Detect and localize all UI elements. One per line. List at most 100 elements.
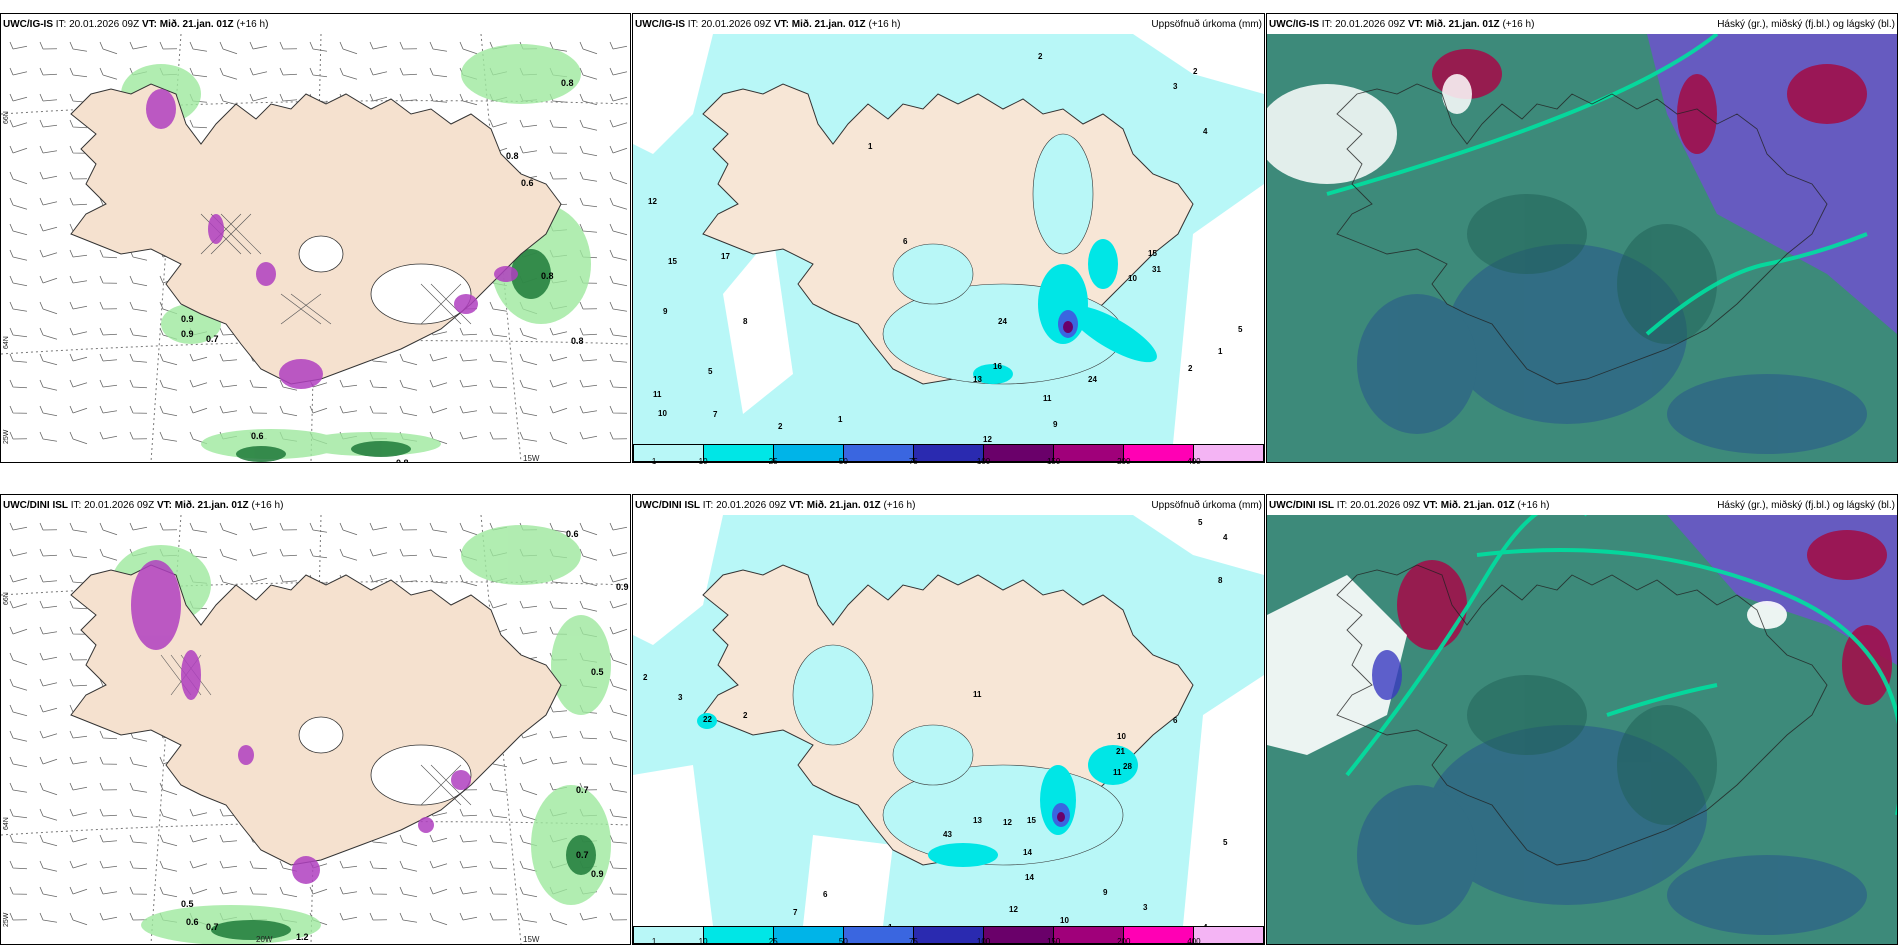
- iceland-outline: [1336, 564, 1828, 866]
- wind-map-svg: 0.60.90.50.70.70.90.50.6 0.71.2: [1, 515, 630, 944]
- wind-barb: [399, 353, 418, 366]
- value-label: 15: [1148, 249, 1157, 258]
- legend-tick-label: 1: [651, 937, 657, 946]
- value-label: 0.7: [576, 785, 589, 795]
- wind-barb: [99, 548, 118, 561]
- wind-barb: [129, 301, 148, 312]
- wind-barb: [99, 782, 118, 791]
- wind-barb: [279, 522, 298, 531]
- wind-barb: [39, 223, 58, 232]
- wind-barb: [459, 431, 478, 440]
- wind-barb: [9, 405, 28, 414]
- value-label: 0.7: [576, 850, 589, 860]
- wind-barb: [489, 782, 508, 793]
- contour-values: 0.60.90.50.70.70.90.50.6 0.71.2: [181, 529, 629, 942]
- wind-barb: [39, 93, 58, 102]
- wind-barb: [69, 678, 88, 687]
- wind-barb: [489, 431, 508, 440]
- wind-barb: [519, 353, 538, 366]
- model-source: UWC/IG-IS: [635, 19, 685, 30]
- wind-barb: [489, 912, 508, 921]
- wind-barb: [9, 301, 28, 312]
- wind-barb: [69, 353, 88, 362]
- wind-barb: [159, 431, 178, 442]
- wind-barb: [69, 119, 88, 129]
- wind-map-svg: 0.8 0.8 0.6 0.8 0.9 0.9 0.7 0.8 0.8 0.6: [1, 34, 630, 462]
- wind-barb: [549, 145, 568, 154]
- wind-barb: [189, 119, 208, 129]
- wind-barb: [249, 67, 268, 76]
- value-label: 0.7: [206, 334, 219, 344]
- value-label: 15: [1027, 816, 1036, 825]
- legend-swatch: [1194, 445, 1263, 461]
- wind-barb: [339, 379, 358, 388]
- legend-swatch: [704, 927, 774, 943]
- wind-barb: [279, 93, 298, 102]
- wind-barb: [99, 301, 118, 310]
- value-label: 1: [868, 142, 873, 151]
- wind-barb: [39, 912, 58, 923]
- wind-barb: [9, 93, 28, 102]
- wind-barb: [129, 431, 148, 440]
- wind-barb: [459, 912, 478, 921]
- wind-barb: [489, 860, 508, 870]
- panel-header: UWC/IG-IS IT: 20.01.2026 09Z VT: Mið. 21…: [635, 19, 900, 30]
- wind-barb: [189, 67, 208, 78]
- legend-swatch: [844, 445, 914, 461]
- wind-barb: [189, 522, 208, 533]
- wind-barb: [609, 912, 628, 921]
- value-label: 0.9: [181, 329, 194, 339]
- wind-barb: [9, 886, 28, 895]
- wind-barb: [129, 275, 148, 287]
- cloud-map: [1267, 515, 1897, 944]
- wind-barb: [549, 353, 568, 362]
- wind-barb: [189, 808, 208, 817]
- wind-barb: [519, 912, 538, 923]
- wind-barb: [159, 782, 178, 796]
- value-label: 7: [793, 908, 798, 917]
- wind-barb: [99, 275, 118, 284]
- init-time: IT: 20.01.2026 09Z: [1321, 19, 1406, 30]
- wind-barb: [519, 327, 538, 340]
- wind-barb: [39, 574, 58, 583]
- wind-barb: [249, 41, 268, 50]
- precip-cores: [131, 560, 471, 884]
- legend-swatch: [1124, 927, 1194, 943]
- precip-cores: [146, 89, 518, 389]
- precip-legend-bar: [633, 926, 1264, 944]
- wind-barb: [249, 405, 268, 414]
- wind-barb: [39, 145, 58, 154]
- legend-swatch: [984, 927, 1054, 943]
- wind-barb: [609, 327, 628, 338]
- wind-barb: [489, 405, 508, 414]
- wind-barb: [579, 431, 598, 440]
- wind-barb: [369, 860, 388, 870]
- wind-barb: [129, 522, 148, 531]
- value-label: 11: [1113, 768, 1122, 777]
- panel-header: UWC/DINI ISL IT: 20.01.2026 09Z VT: Mið.…: [3, 500, 283, 511]
- wind-barb: [309, 67, 328, 78]
- wind-barb: [9, 808, 28, 819]
- value-label: 5: [1223, 838, 1228, 847]
- wind-barb: [399, 379, 418, 391]
- wind-barb: [39, 119, 58, 128]
- wind-map: 0.6 0.9 0.5 0.7 0.7 0.9 0.5 0.6 0.7 1.2: [1, 515, 630, 944]
- wind-barb: [159, 522, 178, 531]
- wind-barb: [9, 912, 28, 921]
- wind-barb: [609, 522, 628, 531]
- wind-barb: [519, 145, 538, 154]
- wind-barb: [9, 600, 28, 609]
- wind-barb: [579, 41, 598, 55]
- precip-map: 2485322211131215141011436912212814104376…: [633, 515, 1264, 926]
- wind-barb: [369, 574, 388, 583]
- wind-barb: [489, 301, 508, 312]
- wind-barb: [69, 522, 88, 533]
- wind-barb: [519, 379, 538, 391]
- wind-barb: [9, 782, 28, 793]
- wind-barb: [99, 834, 118, 843]
- init-time: IT: 20.01.2026 09Z: [55, 19, 140, 30]
- wind-barb: [69, 860, 88, 869]
- wind-barb: [609, 860, 628, 870]
- panel-top-left: UWC/IG-IS IT: 20.01.2026 09Z VT: Mið. 21…: [0, 13, 631, 463]
- lat-label-64n: 64N: [3, 336, 10, 349]
